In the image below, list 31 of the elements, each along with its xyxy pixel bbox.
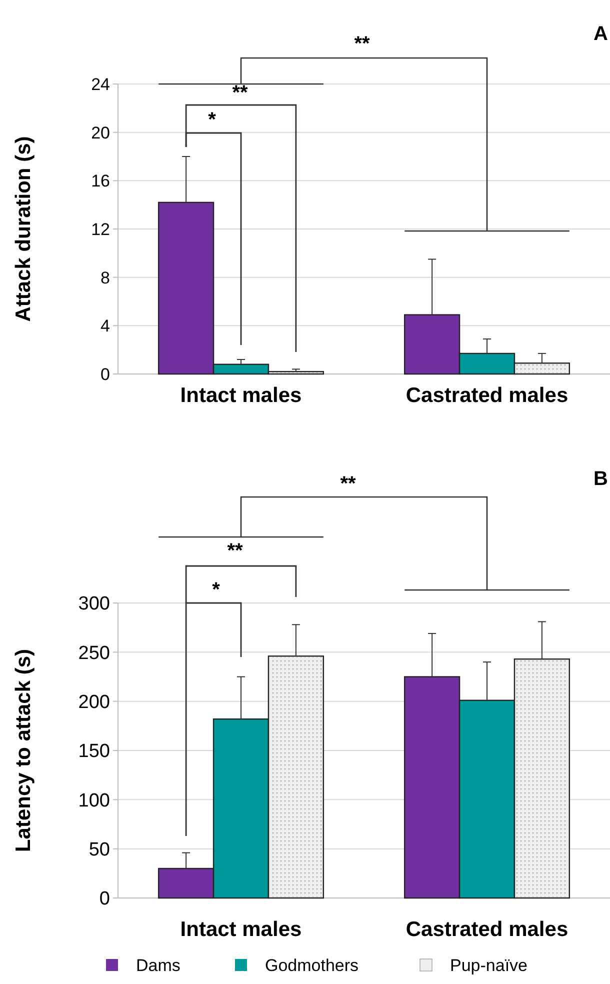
y-tick-label: 20 [91,123,110,142]
annotation: * [208,109,216,131]
y-tick-label: 150 [78,741,110,762]
x-tick-label: Castrated males [406,918,568,941]
x-tick-label: Intact males [180,384,302,407]
x-tick-label: Intact males [180,918,302,941]
annotation: ** [232,82,248,104]
text: ** [227,540,243,562]
legend-label: Godmothers [265,956,359,975]
chart-title: B [594,468,608,490]
y-tick-label: 250 [78,642,110,664]
legend-label: Pup-naïve [450,956,528,975]
y-tick-label: 100 [78,790,110,812]
y-tick-label: 16 [91,172,110,191]
y-tick-label: 12 [91,220,110,239]
text: ** [340,473,356,495]
y-tick-label: 300 [78,594,110,615]
x-tick-label: Castrated males [406,384,568,407]
y-tick-label: 4 [100,316,110,336]
chart-title: A [594,23,608,45]
y-tick-label: 8 [100,268,110,288]
text: * [212,579,220,601]
y-tick-label: 0 [99,888,110,910]
legend-label: Dams [136,956,180,975]
text: ** [354,33,370,55]
y-axis-title: Latency to attack (s) [12,648,35,852]
y-tick-label: 0 [100,364,110,384]
y-tick-label: 24 [91,74,110,94]
y-axis-title: Attack duration (s) [12,136,35,322]
y-tick-label: 50 [88,839,110,860]
y-tick-label: 200 [78,692,110,713]
